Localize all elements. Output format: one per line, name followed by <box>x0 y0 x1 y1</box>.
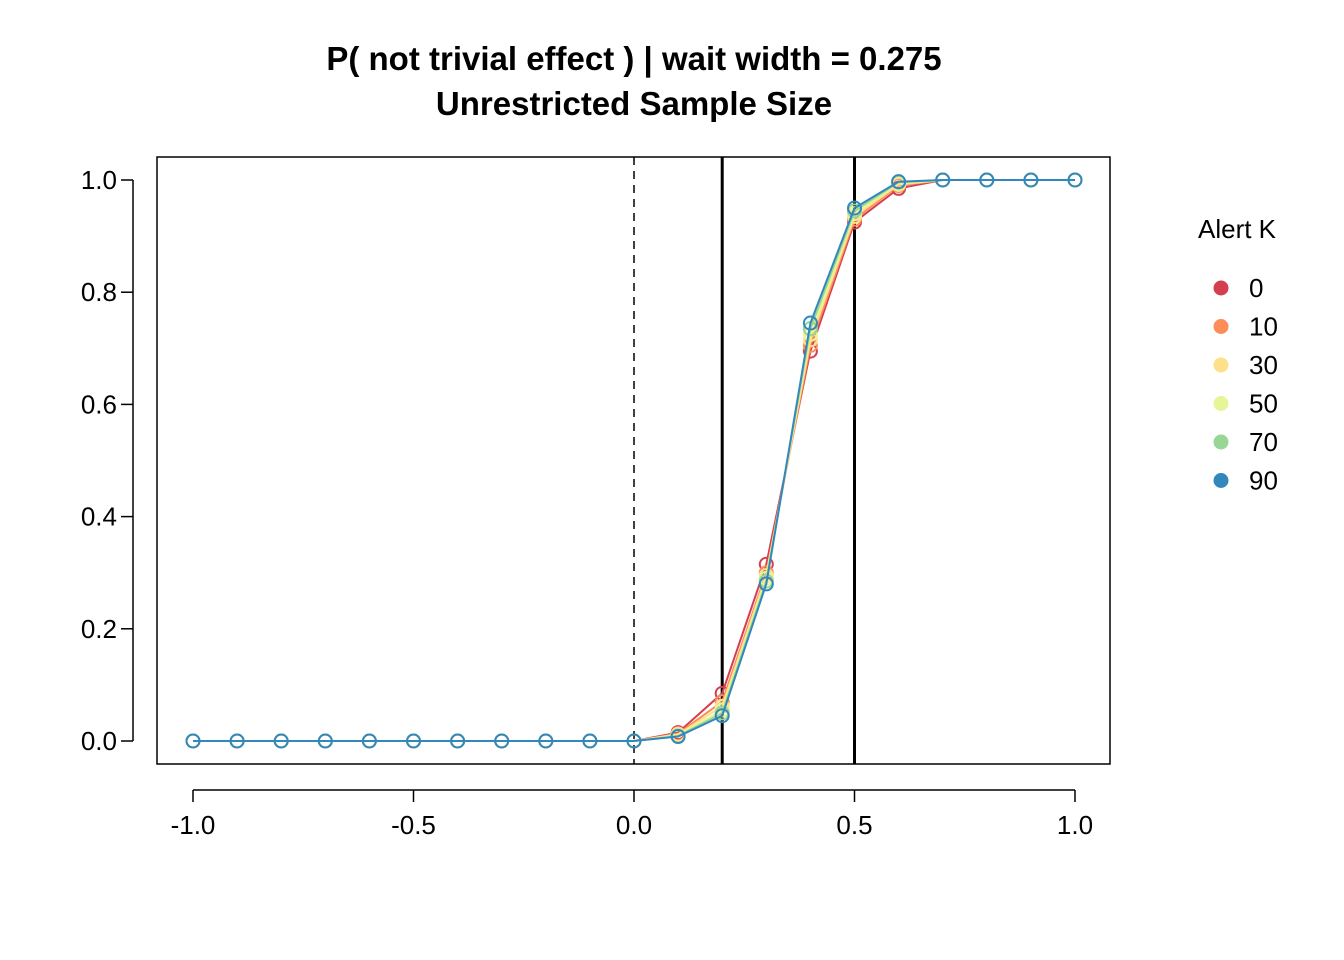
data-point <box>229 733 245 749</box>
plot-area: -1.0 -0.5 0.0 0.5 1.0 0.0 0.2 0.4 0.6 0.8 1.0 <box>81 156 1111 840</box>
legend-title: Alert K <box>1198 214 1277 244</box>
y-tick-label: 0.2 <box>81 614 117 644</box>
data-point <box>802 315 818 331</box>
legend-label: 0 <box>1249 273 1263 303</box>
y-tick-label: 0.6 <box>81 389 117 419</box>
data-point <box>758 576 774 592</box>
legend-label: 50 <box>1249 389 1278 419</box>
chart-subtitle: Unrestricted Sample Size <box>436 85 832 122</box>
data-point <box>494 733 510 749</box>
data-point <box>361 733 377 749</box>
data-point <box>670 729 686 745</box>
data-point <box>891 174 907 190</box>
data-point <box>582 733 598 749</box>
data-point <box>538 733 554 749</box>
legend-marker <box>1213 396 1229 411</box>
chart-title: P( not trivial effect ) | wait width = 0… <box>326 40 941 77</box>
legend-label: 30 <box>1249 350 1278 380</box>
y-tick-label: 0.4 <box>81 502 117 532</box>
data-point <box>273 733 289 749</box>
data-point <box>317 733 333 749</box>
x-tick-label: 0.0 <box>616 810 652 840</box>
data-point <box>1067 172 1083 188</box>
legend-marker <box>1213 319 1229 334</box>
x-tick-label: -0.5 <box>391 810 436 840</box>
legend-marker <box>1213 280 1229 296</box>
legend-marker <box>1213 357 1229 373</box>
y-tick-label: 1.0 <box>81 165 117 195</box>
series-line-90 <box>193 179 1075 742</box>
x-tick-label: -1.0 <box>171 810 216 840</box>
data-point <box>626 733 642 749</box>
series-line-50 <box>193 179 1075 742</box>
legend: Alert K 0 10 30 50 70 90 <box>1198 214 1278 496</box>
data-point <box>185 733 201 749</box>
data-point <box>714 708 730 724</box>
data-point <box>450 733 466 749</box>
y-tick-label: 0.8 <box>81 277 117 307</box>
series-line-0 <box>193 179 1075 742</box>
data-point <box>406 733 421 749</box>
legend-label: 70 <box>1249 427 1278 457</box>
x-tick-label: 0.5 <box>836 810 872 840</box>
series-line-10 <box>193 179 1075 742</box>
x-tick-label: 1.0 <box>1057 810 1093 840</box>
series-line-30 <box>193 179 1075 742</box>
legend-label: 10 <box>1249 312 1278 342</box>
legend-marker <box>1213 434 1229 450</box>
legend-label: 90 <box>1249 466 1278 496</box>
data-point <box>979 172 995 188</box>
data-point <box>847 200 862 216</box>
series-line-70 <box>193 179 1075 742</box>
data-point <box>1023 172 1039 188</box>
data-point <box>935 172 951 188</box>
legend-marker <box>1213 473 1229 488</box>
y-tick-label: 0.0 <box>81 726 117 756</box>
